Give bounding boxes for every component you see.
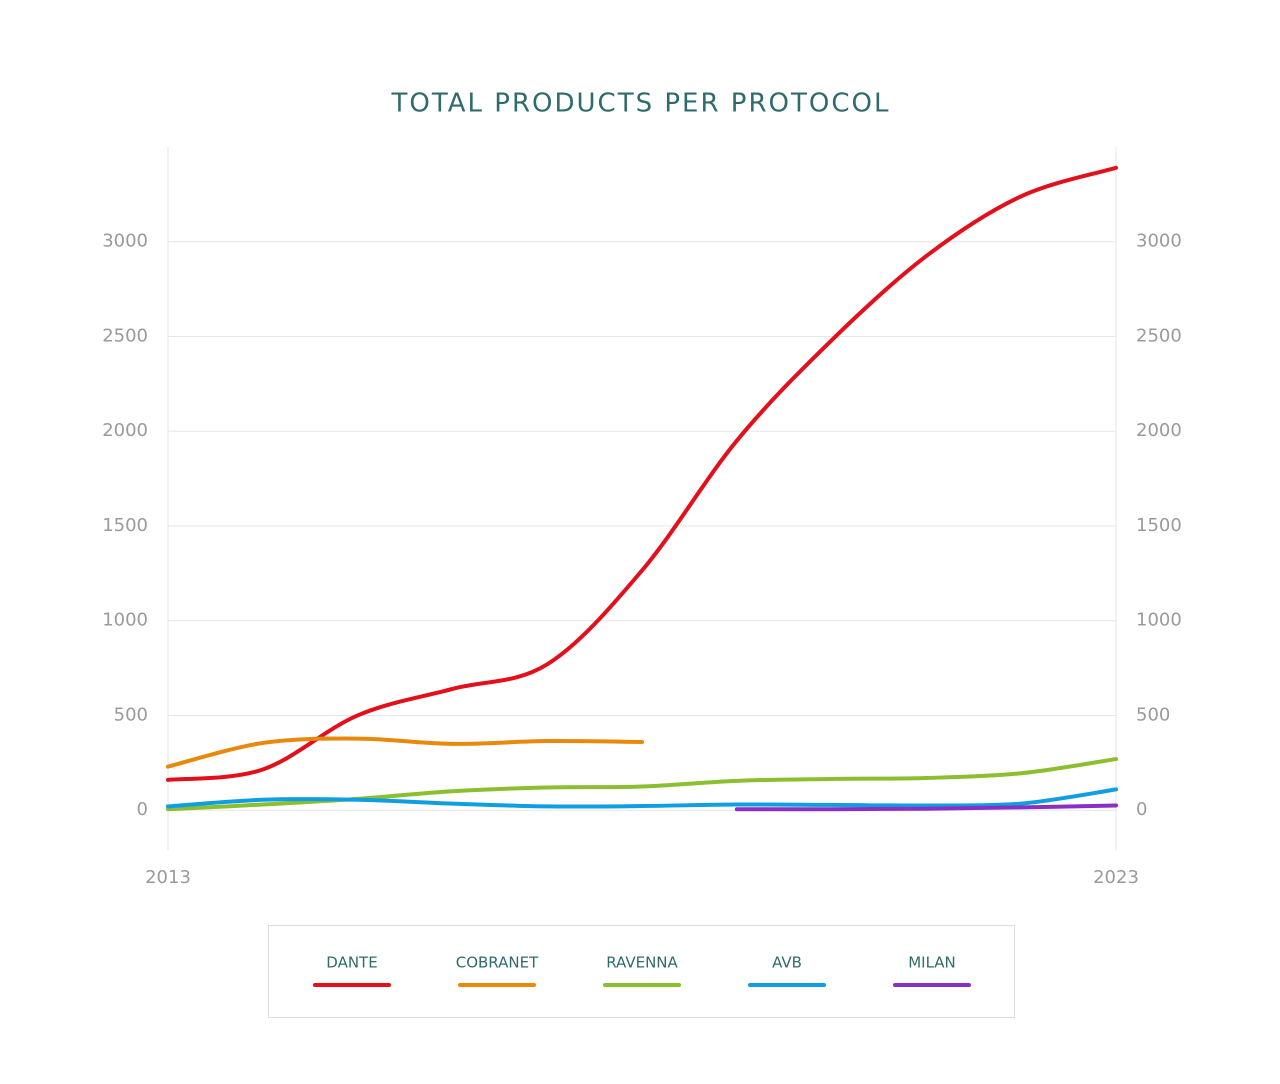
y-tick-label: 2000	[102, 420, 148, 441]
y2-tick-label: 1500	[1136, 515, 1182, 536]
line	[734, 803, 1118, 812]
y2-tick-label: 0	[1136, 799, 1147, 820]
chart-title: TOTAL PRODUCTS PER PROTOCOL	[391, 89, 891, 119]
y2-tick-label: 500	[1136, 704, 1170, 725]
y2-tick-label: 2000	[1136, 420, 1182, 441]
y2-tick-label: 2500	[1136, 325, 1182, 346]
line	[166, 165, 1118, 782]
y-tick-label: 500	[114, 704, 148, 725]
y-tick-label: 3000	[102, 231, 148, 252]
line	[166, 787, 1118, 809]
x-tick-label: 2013	[145, 867, 191, 888]
legend-label: DANTE	[326, 954, 377, 972]
legend-box	[268, 925, 1015, 1018]
line	[166, 736, 644, 769]
x-tick-label: 2023	[1093, 867, 1139, 888]
y2-tick-label: 3000	[1136, 231, 1182, 252]
line	[166, 757, 1118, 812]
y-tick-label: 0	[137, 799, 148, 820]
y2-tick-label: 1000	[1136, 610, 1182, 631]
legend-label: COBRANET	[456, 954, 539, 972]
legend-label: RAVENNA	[606, 954, 678, 972]
legend-label: AVB	[772, 954, 802, 972]
legend-label: MILAN	[908, 954, 956, 972]
y-tick-label: 2500	[102, 325, 148, 346]
y-tick-label: 1000	[102, 610, 148, 631]
y-tick-label: 1500	[102, 515, 148, 536]
